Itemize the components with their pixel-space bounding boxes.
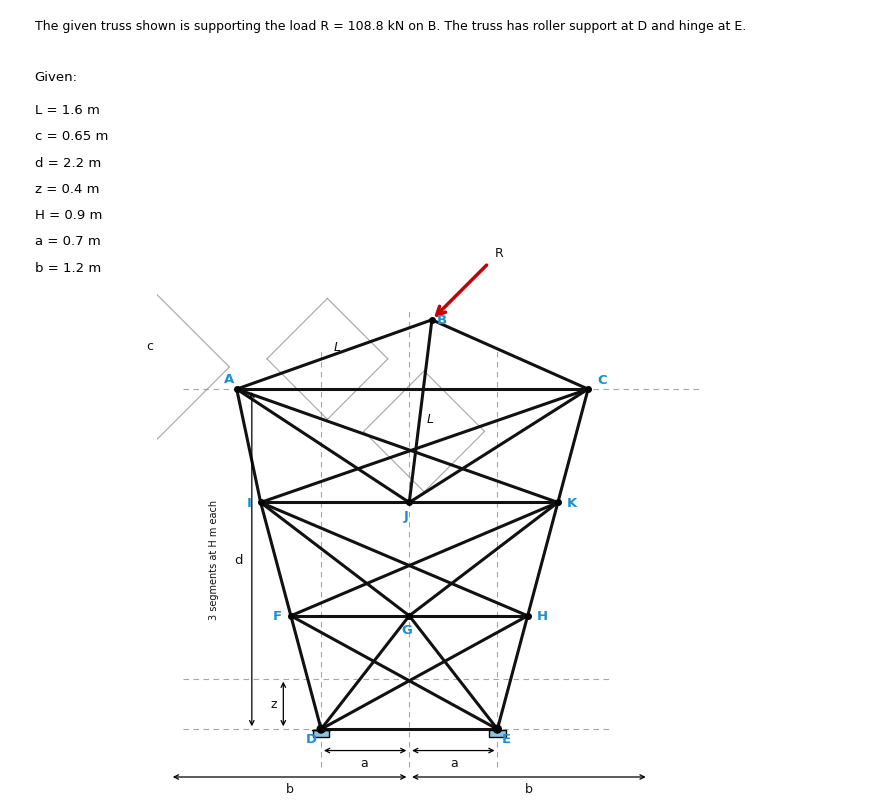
Text: b: b [286,782,293,795]
Text: E: E [502,732,511,744]
Text: The given truss shown is supporting the load R = 108.8 kN on B. The truss has ro: The given truss shown is supporting the … [34,20,746,33]
Text: A: A [224,372,234,385]
Text: d: d [234,553,243,566]
Text: L = 1.6 m: L = 1.6 m [34,104,100,117]
Text: b: b [525,782,533,795]
Text: I: I [247,496,252,509]
Text: D: D [306,732,316,744]
Text: d = 2.2 m: d = 2.2 m [34,157,101,169]
Text: J: J [404,510,409,523]
Text: B: B [437,314,446,327]
Text: b = 1.2 m: b = 1.2 m [34,261,101,274]
Text: a: a [451,756,459,769]
Text: H: H [537,610,547,623]
Text: R: R [495,247,504,260]
Text: C: C [597,374,606,387]
Text: c = 0.65 m: c = 0.65 m [34,130,108,143]
Text: c: c [146,340,153,353]
Text: G: G [401,623,412,636]
Text: L: L [333,340,340,353]
Text: F: F [273,610,282,623]
FancyBboxPatch shape [313,731,329,737]
Text: K: K [567,496,577,509]
Text: z = 0.4 m: z = 0.4 m [34,182,99,195]
Text: z: z [271,697,277,710]
Text: H = 0.9 m: H = 0.9 m [34,209,102,222]
Text: a = 0.7 m: a = 0.7 m [34,235,101,248]
Text: L: L [427,413,434,426]
Text: 3 segments at H m each: 3 segments at H m each [209,500,219,620]
FancyBboxPatch shape [489,731,506,737]
Text: a: a [360,756,368,769]
Text: Given:: Given: [34,71,78,84]
